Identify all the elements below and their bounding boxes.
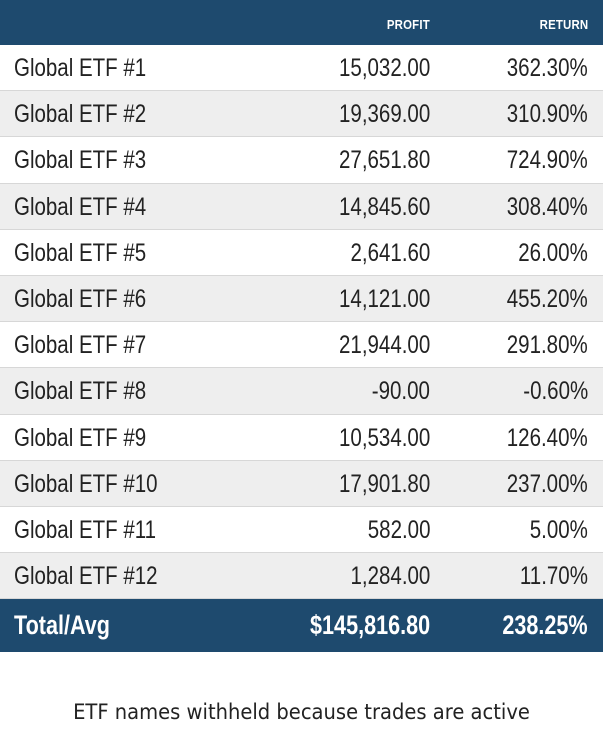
table-row: Global ETF #1 15,032.00 362.30% <box>0 45 603 92</box>
profit-cell: 19,369.00 <box>338 100 430 129</box>
profit-cell: 14,845.60 <box>338 192 430 221</box>
return-cell: 362.30% <box>507 54 588 82</box>
return-cell: 5.00% <box>529 515 588 544</box>
etf-name-cell: Global ETF #9 <box>14 423 147 452</box>
table-body: Global ETF #1 15,032.00 362.30% Global ETF … <box>0 45 603 600</box>
etf-results-table: PROFIT RETURN Global ETF #1 15,032.00 362.… <box>0 0 603 653</box>
etf-name-cell: Global ETF #7 <box>14 331 147 360</box>
profit-cell: 21,944.00 <box>338 331 430 360</box>
profit-cell: -90.00 <box>371 377 430 406</box>
table-row: Global ETF #4 14,845.60 308.40% <box>0 183 603 230</box>
return-cell: 724.90% <box>507 146 588 175</box>
column-header-profit: PROFIT <box>386 17 430 32</box>
table-row: Global ETF #3 27,651.80 724.90% <box>0 137 603 184</box>
etf-name-cell: Global ETF #11 <box>14 515 157 544</box>
etf-name-cell: Global ETF #6 <box>14 284 147 313</box>
return-cell: 26.00% <box>518 238 588 267</box>
etf-name-cell: Global ETF #4 <box>14 192 147 221</box>
table-header: PROFIT RETURN <box>0 0 603 45</box>
table-row: Global ETF #6 14,121.00 455.20% <box>0 275 603 323</box>
etf-name-cell: Global ETF #1 <box>14 54 147 82</box>
return-cell: 237.00% <box>507 469 588 498</box>
profit-cell: 2,641.60 <box>350 238 430 267</box>
table-row: Global ETF #2 19,369.00 310.90% <box>0 91 603 138</box>
column-header-return: RETURN <box>539 17 588 32</box>
table-row: Global ETF #10 17,901.80 237.00% <box>0 460 603 507</box>
table-row: Global ETF #8 -90.00 -0.60% <box>0 368 603 415</box>
etf-name-cell: Global ETF #2 <box>14 100 147 129</box>
total-label: Total/Avg <box>14 610 110 641</box>
profit-cell: 15,032.00 <box>338 54 430 82</box>
return-cell: 308.40% <box>507 192 588 221</box>
profit-cell: 27,651.80 <box>338 146 430 175</box>
profit-cell: 10,534.00 <box>338 423 430 452</box>
table-row: Global ETF #11 582.00 5.00% <box>0 507 603 554</box>
etf-name-cell: Global ETF #8 <box>14 377 147 406</box>
return-cell: 455.20% <box>507 284 588 313</box>
return-cell: -0.60% <box>523 377 588 406</box>
profit-cell: 582.00 <box>367 515 430 544</box>
etf-name-cell: Global ETF #12 <box>14 562 158 591</box>
table-row: Global ETF #12 1,284.00 11.70% <box>0 553 603 600</box>
profit-cell: 14,121.00 <box>338 284 430 313</box>
total-row: Total/Avg $145,816.80 238.25% <box>0 599 603 653</box>
table-row: Global ETF #9 10,534.00 126.40% <box>0 415 603 461</box>
total-return: 238.25% <box>502 610 588 641</box>
return-cell: 291.80% <box>507 331 588 360</box>
footnote: ETF names withheld because trades are ac… <box>73 700 530 724</box>
return-cell: 126.40% <box>507 423 588 452</box>
etf-name-cell: Global ETF #3 <box>14 146 147 175</box>
table-row: Global ETF #5 2,641.60 26.00% <box>0 230 603 276</box>
etf-name-cell: Global ETF #10 <box>14 469 158 498</box>
return-cell: 11.70% <box>519 562 588 591</box>
table-row: Global ETF #7 21,944.00 291.80% <box>0 322 603 369</box>
return-cell: 310.90% <box>507 100 588 129</box>
profit-cell: 1,284.00 <box>350 562 430 591</box>
profit-cell: 17,901.80 <box>338 469 430 498</box>
etf-name-cell: Global ETF #5 <box>14 238 147 267</box>
total-profit: $145,816.80 <box>309 610 430 641</box>
